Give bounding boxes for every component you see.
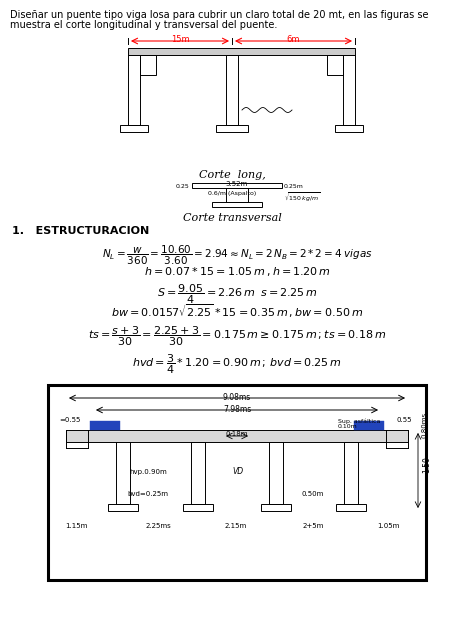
Text: =0.55: =0.55 [59, 417, 81, 423]
Bar [344, 442, 358, 504]
Text: $bw=0.0157\sqrt{2.25}*15=0.35\,m\,,bw=0.50\,m$: $bw=0.0157\sqrt{2.25}*15=0.35\,m\,,bw=0.… [111, 302, 363, 320]
Bar [140, 55, 156, 75]
Bar [216, 125, 248, 132]
Text: 3.52m: 3.52m [226, 181, 248, 187]
Text: hvp.0.90m: hvp.0.90m [129, 469, 167, 475]
Bar [120, 125, 148, 132]
Bar [335, 125, 363, 132]
Bar [128, 48, 355, 55]
Bar [191, 442, 205, 504]
Text: Diseñar un puente tipo viga losa para cubrir un claro total de 20 mt, en las fig: Diseñar un puente tipo viga losa para cu… [10, 10, 428, 20]
Text: 0.55: 0.55 [396, 417, 412, 423]
Text: $\sqrt{150\,kg/m}$: $\sqrt{150\,kg/m}$ [284, 191, 320, 204]
Text: $h=0.07*15=1.05\,m\,,h=1.20\,m$: $h=0.07*15=1.05\,m\,,h=1.20\,m$ [144, 265, 330, 278]
Bar [269, 442, 283, 504]
Bar [226, 188, 248, 202]
Text: Corte  long,: Corte long, [199, 170, 265, 180]
Bar [343, 55, 355, 125]
Bar [192, 183, 282, 188]
Bar [327, 55, 343, 75]
Text: 2.15m: 2.15m [225, 523, 247, 529]
Text: 0.18m: 0.18m [226, 431, 248, 437]
Text: bvd=0.25m: bvd=0.25m [128, 491, 168, 497]
Text: 1.50: 1.50 [422, 456, 431, 473]
Bar [90, 421, 120, 430]
Bar [48, 385, 426, 580]
Text: $S=\dfrac{9.05}{4}=2.26\,m\;\;s=2.25\,m$: $S=\dfrac{9.05}{4}=2.26\,m\;\;s=2.25\,m$ [156, 283, 318, 307]
Text: 9.08ms: 9.08ms [223, 393, 251, 402]
Text: $N_{L}=\dfrac{w}{360}=\dfrac{10.60}{3.60}=2.94\approx N_{L}=2\,N_{B}=2*2=4\;viga: $N_{L}=\dfrac{w}{360}=\dfrac{10.60}{3.60… [101, 244, 373, 267]
Bar [226, 55, 238, 125]
Text: 0.10m: 0.10m [338, 424, 358, 429]
Text: 1.15m: 1.15m [65, 523, 87, 529]
Text: 7.98ms: 7.98ms [223, 405, 251, 414]
Text: 0.25: 0.25 [175, 184, 189, 189]
Bar [212, 202, 262, 207]
Text: 15m: 15m [171, 35, 189, 44]
Text: 0.50m: 0.50m [302, 491, 324, 497]
Bar [108, 504, 138, 511]
Text: 1.   ESTRUCTURACION: 1. ESTRUCTURACION [12, 226, 149, 236]
Text: 2.25ms: 2.25ms [145, 523, 171, 529]
Bar [128, 55, 140, 125]
Bar [354, 421, 384, 430]
Bar [183, 504, 213, 511]
Text: 6m: 6m [287, 35, 300, 44]
Bar [116, 442, 130, 504]
Text: $hvd=\dfrac{3}{4}*1.20=0.90\,m\,;\,bvd=0.25\,m$: $hvd=\dfrac{3}{4}*1.20=0.90\,m\,;\,bvd=0… [132, 353, 342, 377]
Text: 1.05m: 1.05m [377, 523, 399, 529]
Text: Corte transversal: Corte transversal [182, 213, 282, 223]
Text: 0.80ms: 0.80ms [422, 412, 428, 438]
Bar [336, 504, 366, 511]
Bar [261, 504, 291, 511]
Text: VD: VD [232, 468, 244, 477]
Text: Sup. asfáltica: Sup. asfáltica [338, 418, 380, 423]
Text: 2+5m: 2+5m [302, 523, 324, 529]
Text: 0.6/m (Aspalto): 0.6/m (Aspalto) [208, 191, 256, 196]
Bar [66, 430, 408, 442]
Text: $ts=\dfrac{s+3}{30}=\dfrac{2.25+3}{30}=0.175\,m\geq 0.175\,m\,;ts=0.18\,m$: $ts=\dfrac{s+3}{30}=\dfrac{2.25+3}{30}=0… [88, 325, 386, 348]
Text: 0.25m: 0.25m [284, 184, 304, 189]
Text: muestra el corte longitudinal y transversal del puente.: muestra el corte longitudinal y transver… [10, 20, 277, 30]
